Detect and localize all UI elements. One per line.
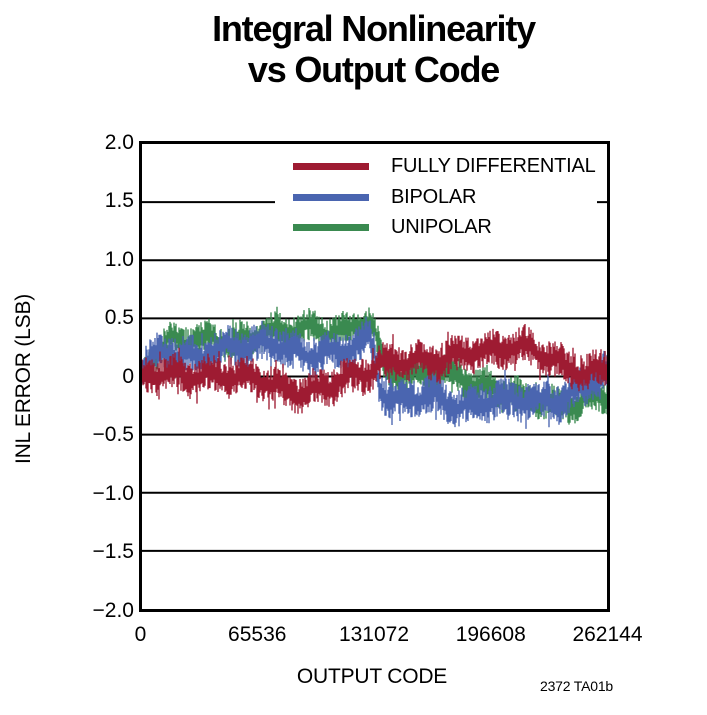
x-axis-label: OUTPUT CODE [296, 665, 448, 688]
x-tick-131072: 131072 [338, 623, 410, 646]
legend: FULLY DIFFERENTIAL BIPOLAR UNIPOLAR [275, 149, 597, 246]
chart-title-line1: Integral Nonlinearity [212, 8, 536, 49]
legend-swatch-fully-differential [293, 163, 369, 170]
x-tick-0: 0 [134, 623, 147, 646]
x-tick-196608: 196608 [455, 623, 526, 646]
trace-bipolar [142, 316, 607, 429]
chart-title-line2: vs Output Code [247, 49, 500, 90]
y-tick-0: 0 [122, 364, 134, 388]
figure-id-watermark: 2372 TA01b [540, 678, 613, 694]
plot-area: FULLY DIFFERENTIAL BIPOLAR UNIPOLAR [139, 141, 610, 612]
legend-swatch-bipolar [293, 193, 369, 201]
y-tick-−2.0: −2.0 [92, 598, 134, 622]
x-tick-65536: 65536 [228, 623, 287, 646]
legend-row-fully-differential: FULLY DIFFERENTIAL [275, 152, 597, 181]
y-tick-1.0: 1.0 [104, 247, 134, 271]
y-tick-−1.5: −1.5 [92, 540, 134, 563]
y-tick-2.0: 2.0 [104, 130, 134, 154]
legend-swatch-unipolar [293, 224, 369, 231]
y-tick-−1.0: −1.0 [92, 481, 134, 505]
legend-label-fully-differential: FULLY DIFFERENTIAL [391, 155, 596, 177]
legend-row-bipolar: BIPOLAR [275, 183, 597, 212]
y-tick-−0.5: −0.5 [92, 423, 134, 446]
legend-label-unipolar: UNIPOLAR [391, 216, 492, 238]
chart-title: Integral Nonlinearity vs Output Code [0, 8, 707, 90]
y-tick-1.5: 1.5 [104, 189, 134, 212]
x-tick-262144: 262144 [572, 623, 643, 646]
trace-fully-differential [142, 324, 607, 414]
y-axis-label: INL ERROR (LSB) [12, 293, 35, 465]
legend-row-unipolar: UNIPOLAR [275, 213, 597, 242]
legend-label-bipolar: BIPOLAR [391, 185, 477, 208]
y-tick-0.5: 0.5 [104, 306, 134, 329]
